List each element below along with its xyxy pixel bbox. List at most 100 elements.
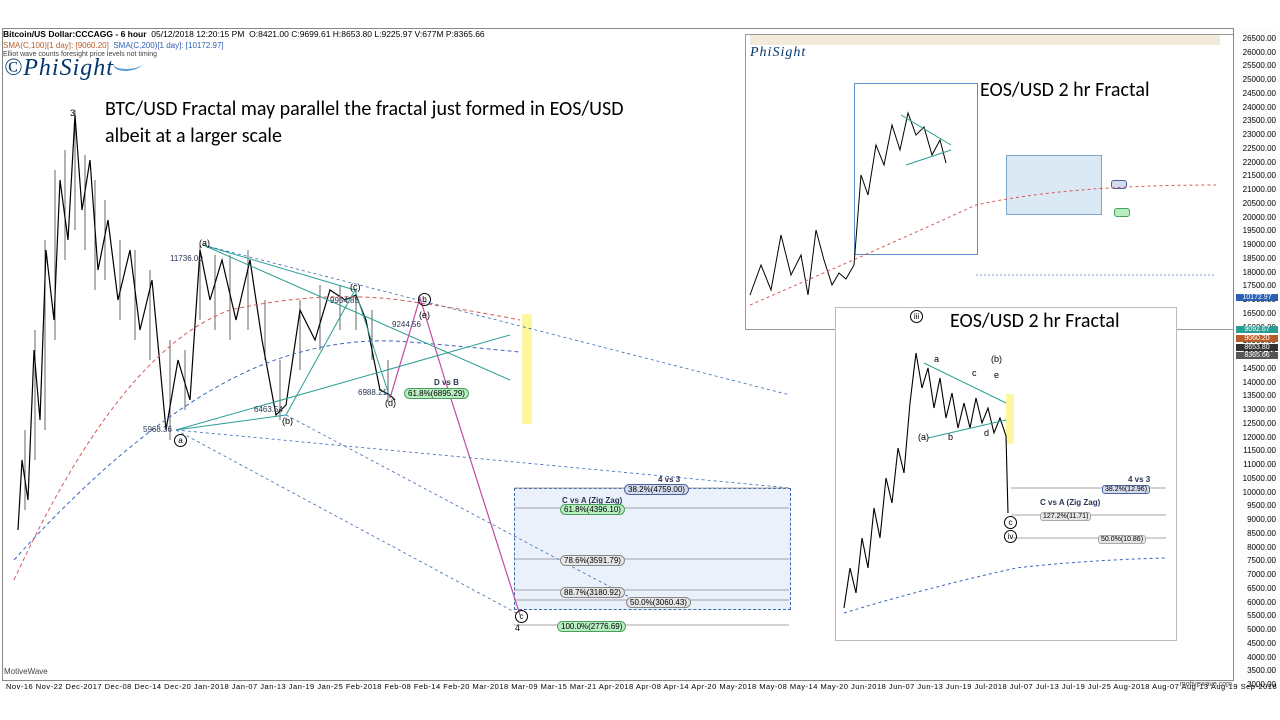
y-axis-marker: 8653.80 xyxy=(1236,344,1278,351)
inset-wave-a-paren: (a) xyxy=(918,432,929,442)
main-annotation-line2: albeit at a larger scale xyxy=(105,123,755,150)
wave-c-paren: (c) xyxy=(350,282,361,292)
y-tick: 5500.00 xyxy=(1236,611,1276,620)
inset-bottom-price xyxy=(844,353,1008,608)
inset-wave-c-paren: c xyxy=(1004,516,1017,529)
inset-bottom-label: EOS/USD 2 hr Fractal xyxy=(950,309,1120,333)
inset-bottom: iii a b c d e (a) (b) c iv C vs A (Zig Z… xyxy=(835,307,1177,641)
footer-left: MotiveWave xyxy=(4,667,48,676)
y-tick: 23500.00 xyxy=(1236,116,1276,125)
inset-chip-navy xyxy=(1111,180,1127,189)
y-tick: 12500.00 xyxy=(1236,419,1276,428)
y-tick: 20000.00 xyxy=(1236,213,1276,222)
y-tick: 16500.00 xyxy=(1236,309,1276,318)
fib-618b: 61.8%(4396.10) xyxy=(560,504,625,515)
inset-fib-1272: 127.2%(11.71) xyxy=(1040,512,1091,521)
inset-wave-iv: iv xyxy=(1004,530,1017,543)
fib-618-main: 61.8%(6895.29) xyxy=(404,388,469,399)
y-tick: 10500.00 xyxy=(1236,474,1276,483)
phisight-logo: ©PhiSight xyxy=(4,55,144,82)
sma1-val: [9060.20] xyxy=(75,41,108,50)
price-11736: 11736.00 xyxy=(170,254,203,263)
fib-target-box-main xyxy=(514,488,791,610)
y-tick: 9500.00 xyxy=(1236,501,1276,510)
footer-right: motivewave.com xyxy=(1180,681,1232,688)
y-tick: 21500.00 xyxy=(1236,171,1276,180)
y-axis-marker: 10172.97 xyxy=(1236,294,1278,301)
sma1-label: SMA(C,100)[1 day]: xyxy=(3,41,73,50)
x-axis-labels: Nov-16 Nov-22 Dec-2017 Dec-08 Dec-14 Dec… xyxy=(2,681,1234,692)
wave-4: 4 xyxy=(515,623,520,633)
fib-500: 50.0%(3060.43) xyxy=(626,597,691,608)
y-tick: 11000.00 xyxy=(1236,460,1276,469)
y-axis-marker: 9060.20 xyxy=(1236,335,1278,342)
inset-wave-a: a xyxy=(934,354,939,364)
wave-a-circ: a xyxy=(174,434,187,447)
logo-text: PhiSight xyxy=(23,55,114,81)
inset-chip-green xyxy=(1114,208,1130,217)
y-tick: 18000.00 xyxy=(1236,268,1276,277)
inset-target-box xyxy=(1006,155,1102,215)
main-annotation-line1: BTC/USD Fractal may parallel the fractal… xyxy=(105,96,755,123)
instrument-name: Bitcoin/US Dollar:CCCAGG - 6 hour xyxy=(3,29,147,39)
inset-wave-b: b xyxy=(948,432,953,442)
sma2-val: [10172.97] xyxy=(186,41,224,50)
y-tick: 19500.00 xyxy=(1236,226,1276,235)
y-tick: 7500.00 xyxy=(1236,556,1276,565)
header-timestamp: 05/12/2018 12:20:15 PM xyxy=(151,29,244,39)
y-tick: 23000.00 xyxy=(1236,130,1276,139)
inset-4vs3-title: 4 vs 3 xyxy=(1128,475,1150,484)
y-tick: 14000.00 xyxy=(1236,378,1276,387)
y-tick: 4500.00 xyxy=(1236,639,1276,648)
y-tick: 10000.00 xyxy=(1236,488,1276,497)
y-tick: 12000.00 xyxy=(1236,433,1276,442)
y-tick: 7000.00 xyxy=(1236,570,1276,579)
wave-e-paren: (e) xyxy=(419,310,430,320)
price-5968: 5968.36 xyxy=(143,425,172,434)
inset-wave-e: e xyxy=(994,370,999,380)
inset-wave-iii: iii xyxy=(910,310,923,323)
y-tick: 8000.00 xyxy=(1236,543,1276,552)
y-tick: 6500.00 xyxy=(1236,584,1276,593)
y-tick: 17500.00 xyxy=(1236,281,1276,290)
wave-b-paren: (b) xyxy=(282,416,293,426)
price-9244: 9244.56 xyxy=(392,320,421,329)
y-tick: 9000.00 xyxy=(1236,515,1276,524)
yellow-projection-inset xyxy=(1006,394,1014,444)
inset-top-label: EOS/USD 2 hr Fractal xyxy=(980,78,1150,102)
fib-887: 88.7%(3180.92) xyxy=(560,587,625,598)
inset-top-ma xyxy=(750,185,1216,305)
y-tick: 6000.00 xyxy=(1236,598,1276,607)
y-tick: 4000.00 xyxy=(1236,653,1276,662)
y-tick: 11500.00 xyxy=(1236,446,1276,455)
wave-d-paren: (d) xyxy=(385,398,396,408)
inset-fib-382: 38.2%(12.96) xyxy=(1102,485,1150,494)
sma2-label: SMA(C,200)[1 day]: xyxy=(113,41,183,50)
sma-line: SMA(C,100)[1 day]: [9060.20] SMA(C,200)[… xyxy=(3,41,224,50)
y-tick: 22000.00 xyxy=(1236,158,1276,167)
main-annotation: BTC/USD Fractal may parallel the fractal… xyxy=(105,96,755,150)
y-tick: 21000.00 xyxy=(1236,185,1276,194)
inset-fib-500: 50.0%(10.86) xyxy=(1098,535,1146,544)
fib-382: 38.2%(4759.00) xyxy=(624,484,689,495)
inset-bottom-svg xyxy=(836,308,1176,640)
y-tick: 22500.00 xyxy=(1236,144,1276,153)
wave-c-proj: c xyxy=(515,610,528,623)
wave-3: 3 xyxy=(70,108,75,118)
y-tick: 5000.00 xyxy=(1236,625,1276,634)
y-tick: 8500.00 xyxy=(1236,529,1276,538)
y-tick: 3500.00 xyxy=(1236,666,1276,675)
price-6463: 6463.54 xyxy=(254,405,283,414)
inset-wave-b-paren: (b) xyxy=(991,354,1002,364)
header-ohlc: O:8421.00 C:9699.61 H:8653.80 L:9225.97 … xyxy=(249,29,485,39)
y-tick: 20500.00 xyxy=(1236,199,1276,208)
fib-1000: 100.0%(2776.69) xyxy=(557,621,626,632)
y-tick: 18500.00 xyxy=(1236,254,1276,263)
inset-highlight-box xyxy=(854,83,978,255)
wave-a-paren: (a) xyxy=(199,238,210,248)
price-6988: 6988.21 xyxy=(358,388,387,397)
logo-swoosh xyxy=(110,55,147,71)
y-tick: 24500.00 xyxy=(1236,89,1276,98)
copyright-symbol: © xyxy=(4,55,23,81)
y-axis: 26500.0026000.0025500.0025000.0024500.00… xyxy=(1233,28,1278,688)
